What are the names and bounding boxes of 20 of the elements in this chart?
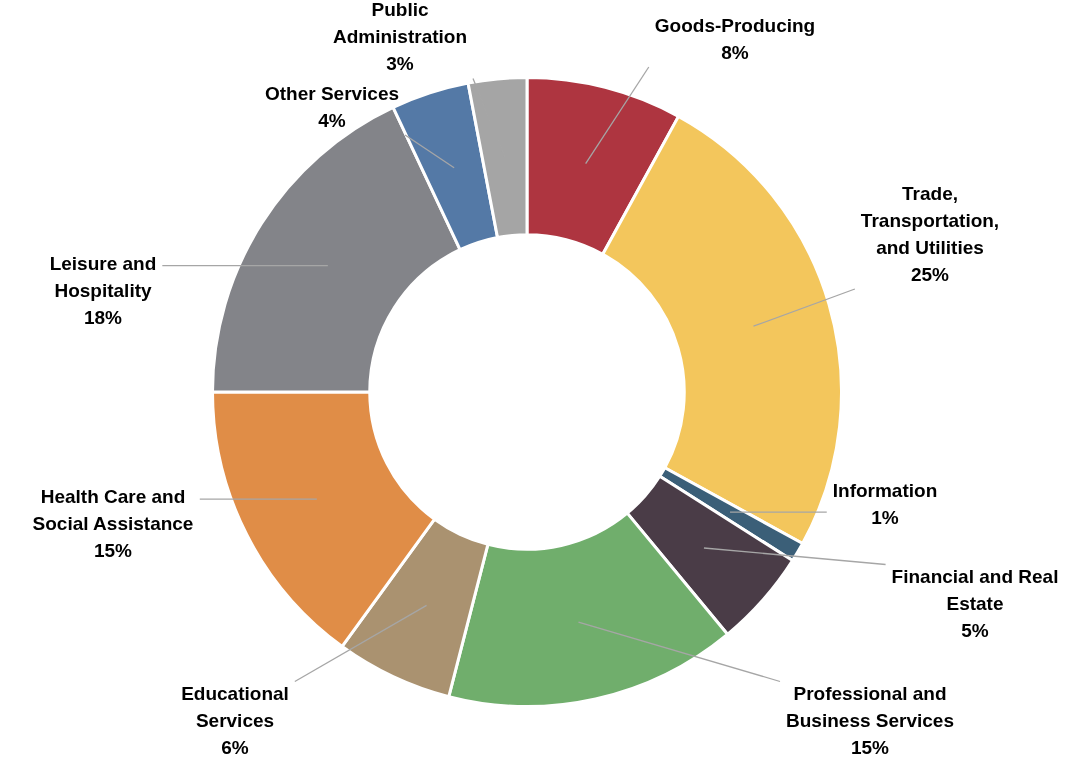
data-label: 18% xyxy=(83,307,123,329)
slice-label: Trade, Transportation, and Utilities xyxy=(860,182,1000,258)
data-label: 4% xyxy=(318,109,346,131)
data-label: 25% xyxy=(910,263,950,285)
slice-label: Financial and Real Estate xyxy=(891,566,1059,615)
slice-label: Educational Services xyxy=(181,683,289,732)
data-label: 8% xyxy=(721,41,749,63)
data-label: 1% xyxy=(871,506,899,528)
slice-label: Leisure and Hospitality xyxy=(49,253,157,302)
slice-label: Information xyxy=(832,479,938,501)
data-label: 5% xyxy=(961,620,989,642)
slice-label: Health Care and Social Assistance xyxy=(32,486,194,535)
data-label: 15% xyxy=(93,540,133,562)
data-label: 3% xyxy=(386,53,414,75)
data-label: 15% xyxy=(850,737,890,759)
data-label: 6% xyxy=(221,737,249,759)
slice-label: Other Services xyxy=(264,82,400,104)
slice-label: Goods-Producing xyxy=(654,14,816,36)
slice-label: Professional and Business Services xyxy=(786,683,954,732)
slice-label: Public Administration xyxy=(332,0,468,48)
